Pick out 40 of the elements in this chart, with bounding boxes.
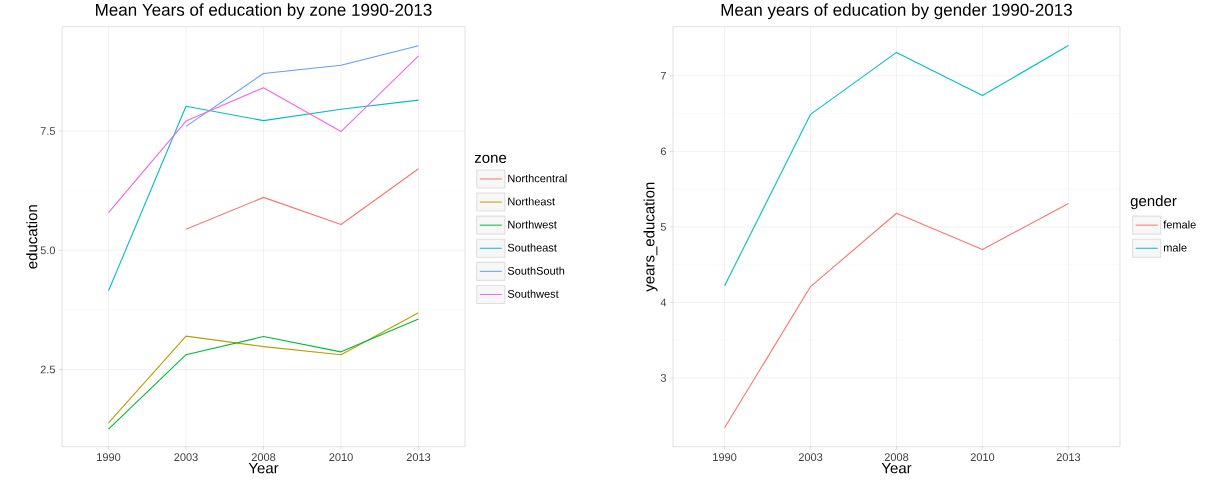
x-axis-title: Year (248, 463, 279, 474)
x-tick-label: 1990 (713, 453, 737, 462)
y-axis-title: years_education (643, 182, 658, 292)
legend-title: zone (474, 154, 507, 164)
legend-title: gender (1130, 195, 1177, 210)
x-tick-label: 2013 (1056, 453, 1081, 462)
legend-label: Northwest (508, 220, 557, 229)
line-series (724, 45, 1069, 287)
legend-label: female (1163, 220, 1196, 229)
line-series (724, 203, 1069, 429)
x-tick-label: 2003 (798, 453, 823, 462)
x-tick-label: 2010 (329, 453, 353, 462)
y-tick-label: 5 (660, 223, 666, 231)
y-tick-label: 3 (660, 374, 666, 382)
line-series (185, 45, 420, 128)
y-tick-label: 7.5 (40, 127, 56, 136)
chart-title: Mean years of education by gender 1990-2013 (721, 3, 1072, 20)
y-tick-label: 7 (660, 72, 666, 80)
legend-label: Northeast (508, 197, 555, 206)
y-tick-label: 4 (660, 298, 667, 307)
y-tick-label: 5.0 (40, 246, 56, 255)
y-axis-title: education (26, 205, 38, 269)
x-tick-label: 2013 (406, 453, 431, 462)
x-tick-label: 2010 (970, 453, 995, 462)
x-tick-label: 2008 (884, 453, 909, 462)
legend-label: Southeast (507, 243, 557, 252)
x-tick-label: 1990 (97, 453, 121, 462)
x-tick-label: 2003 (174, 453, 198, 462)
line-series (107, 55, 420, 214)
legend-label: Northcentral (508, 174, 567, 183)
chart-title: Mean Years of education by zone 1990-2013 (96, 3, 432, 20)
x-tick-label: 2008 (251, 453, 276, 462)
legend-label: Southwest (507, 289, 559, 298)
y-tick-label: 2.5 (40, 365, 56, 374)
y-tick-label: 6 (660, 147, 666, 156)
line-series (107, 99, 420, 292)
legend-label: SouthSouth (507, 266, 565, 275)
x-axis-title: Year (881, 463, 912, 474)
legend-label: male (1163, 243, 1187, 252)
line-series (185, 168, 420, 231)
